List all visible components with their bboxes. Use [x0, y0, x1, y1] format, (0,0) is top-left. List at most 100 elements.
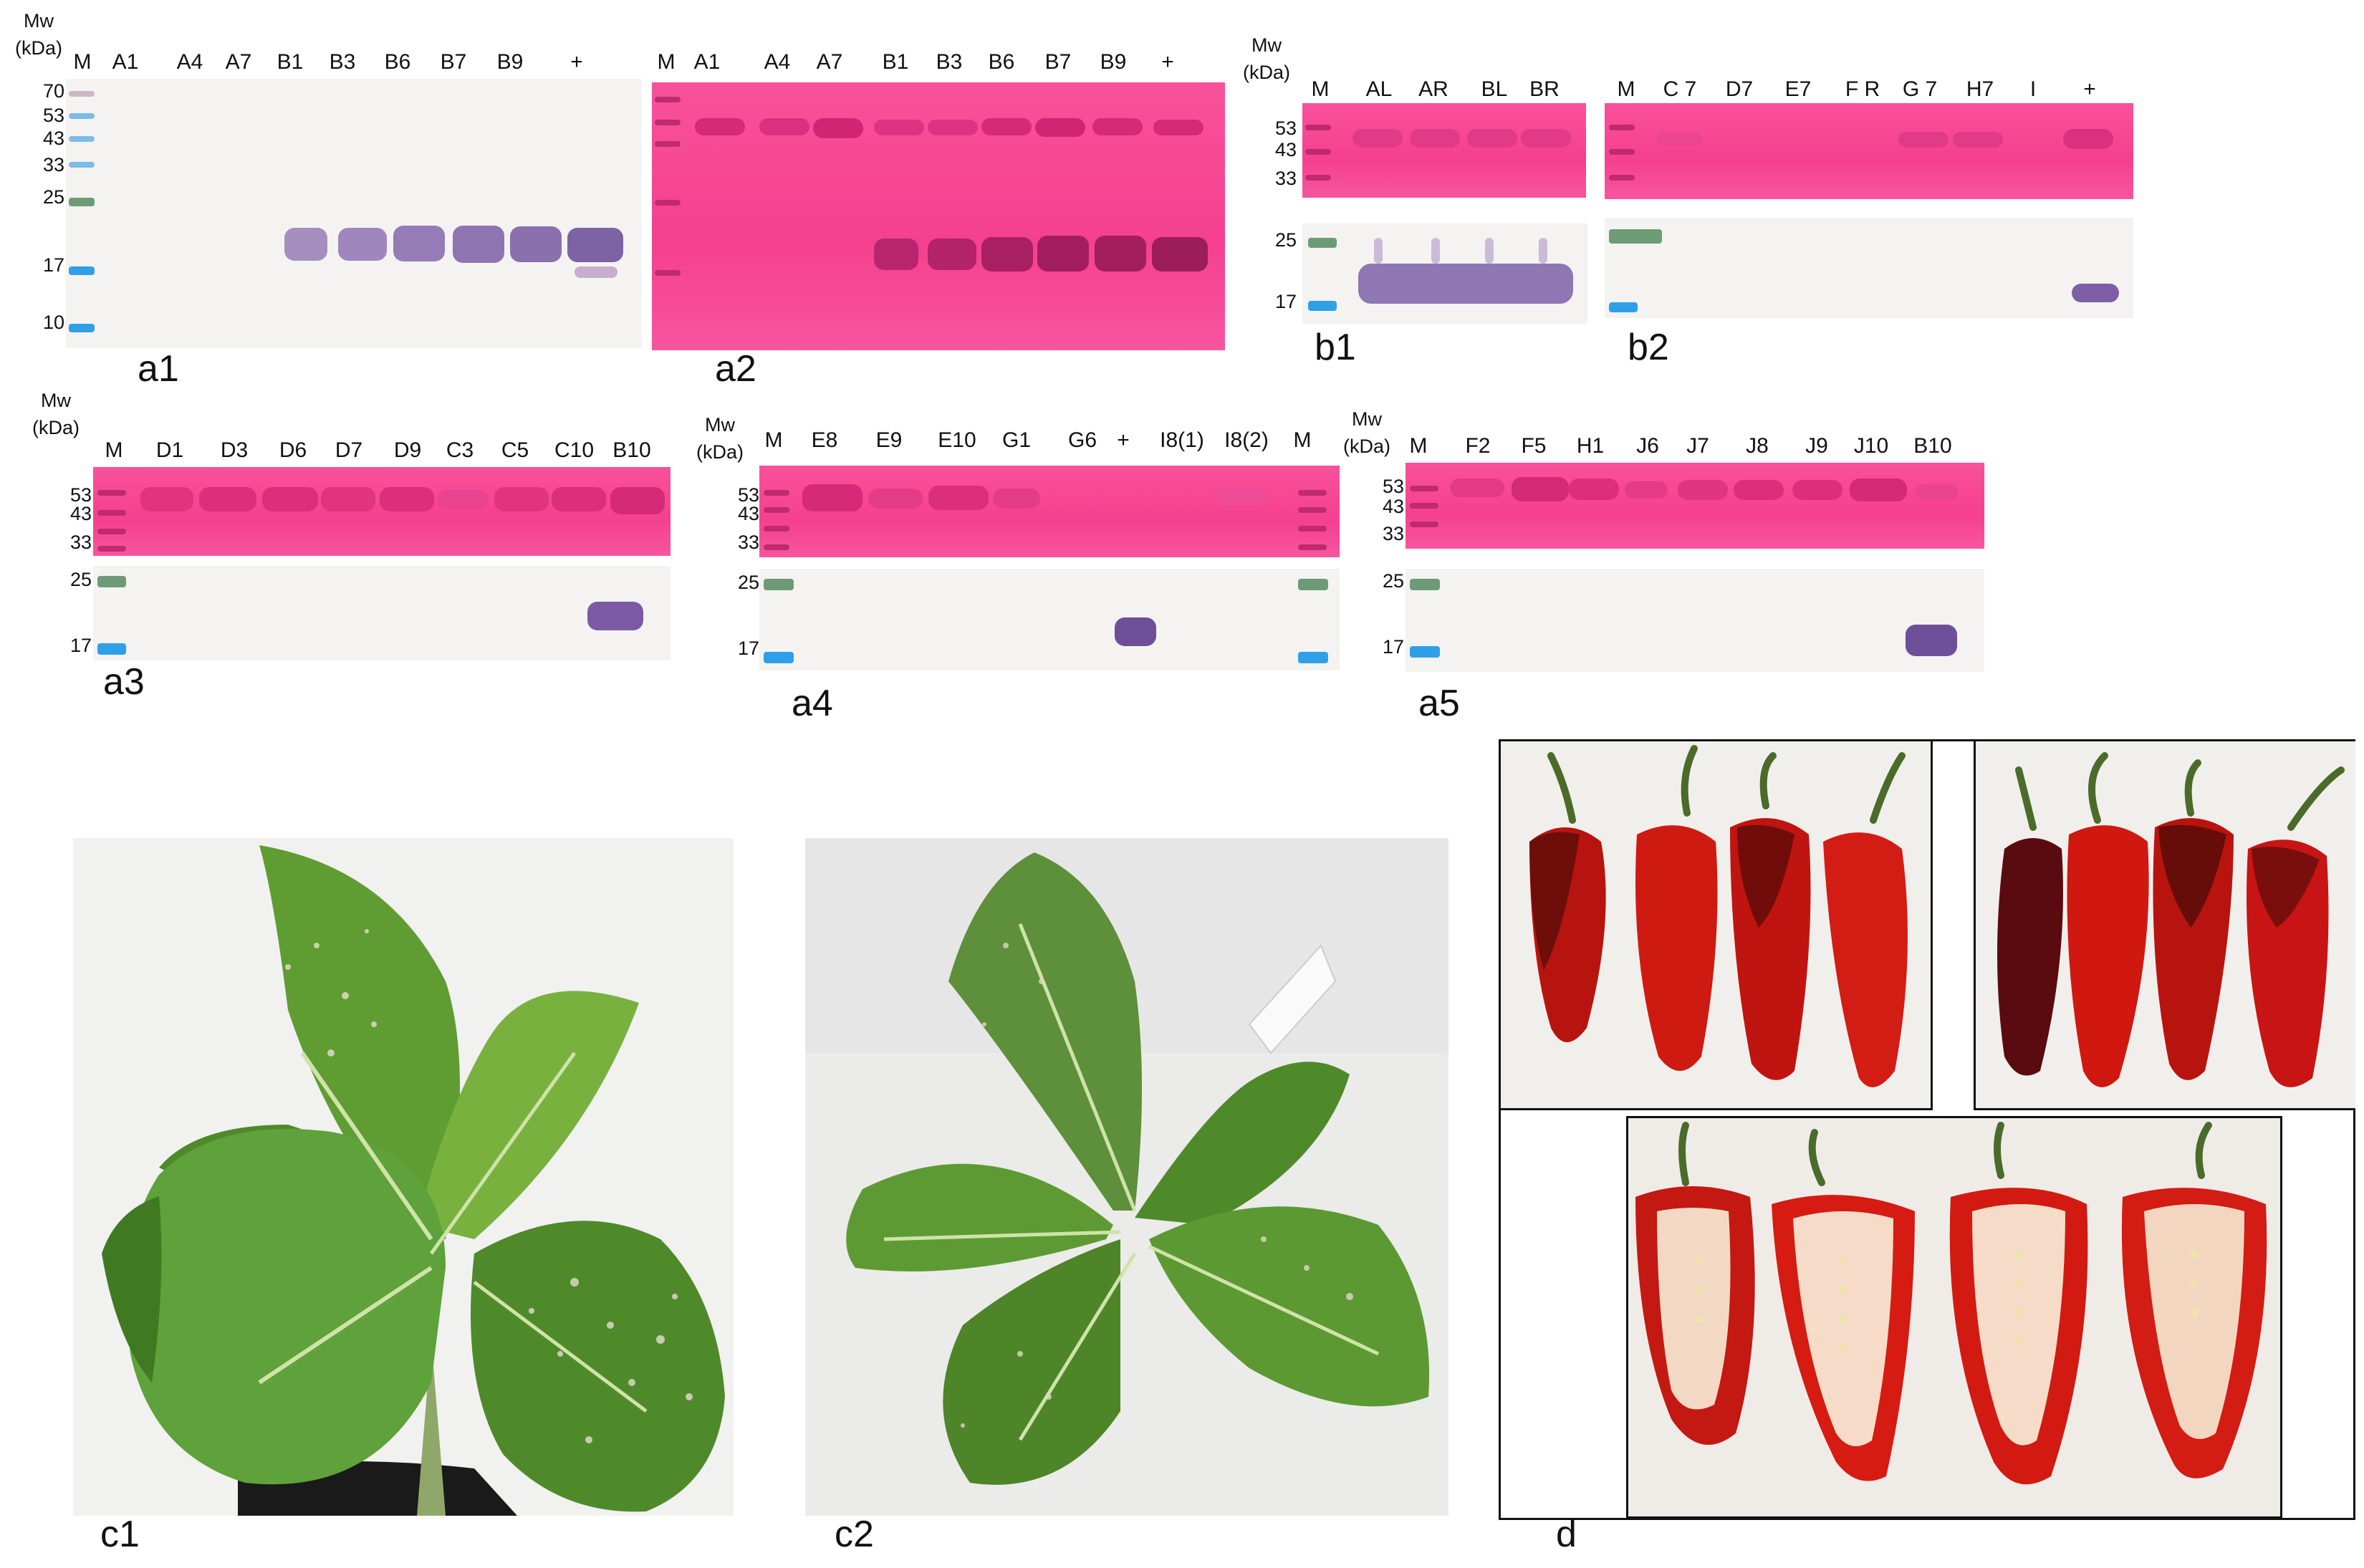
lane-label: E10: [938, 428, 976, 452]
panel-label-a5: a5: [1418, 683, 1460, 724]
lane-label: C3: [446, 438, 474, 462]
blot-a4-bottom: [759, 569, 1340, 670]
tick-label: 43: [1382, 496, 1404, 517]
lane-label: H7: [1966, 77, 1994, 101]
lane-label: H1: [1576, 434, 1605, 458]
ticks-a5-top: 53 43 33: [1354, 473, 1404, 552]
plant-photo-c2: [805, 838, 1448, 1516]
lane-label: B3: [329, 50, 356, 74]
tick-label: 17: [42, 254, 64, 276]
lane-label: BL: [1481, 77, 1508, 101]
mw-label: Mw (kDa): [15, 10, 62, 59]
panel-label-b1: b1: [1315, 327, 1356, 368]
lane-label: B9: [496, 50, 524, 74]
lane-label: M: [73, 50, 92, 74]
tick-label: 25: [1274, 229, 1297, 251]
blot-a3-bottom: [93, 566, 671, 660]
pepper-photo-top-left: [1501, 741, 1933, 1110]
tick-label: 53: [69, 484, 92, 506]
tick-label: 53: [737, 484, 759, 506]
panel-label-a3: a3: [103, 661, 145, 703]
lane-label: I8(1): [1160, 428, 1204, 452]
tick-label: 53: [1382, 476, 1404, 497]
tick-label: 43: [69, 503, 92, 524]
tick-label: 43: [737, 503, 759, 524]
mw-label: Mw (kDa): [1343, 408, 1390, 457]
ticks-b1-top: 53 43 33: [1246, 113, 1297, 199]
lane-label: D7: [1725, 77, 1754, 101]
ticks-b1-bottom: 25 17: [1246, 228, 1297, 314]
tick-label: 10: [42, 312, 64, 333]
blot-a3-top: [93, 467, 671, 556]
lane-label: B6: [384, 50, 411, 74]
ticks-a1: 70 53 43 33 25 17 10: [14, 79, 64, 351]
lane-label: C 7: [1663, 77, 1697, 101]
lane-labels-b2: M C 7 D7 E7 F R G 7 H7 I +: [1608, 77, 2138, 106]
panel-label-b2: b2: [1628, 327, 1669, 368]
tick-label: 25: [737, 572, 759, 593]
tick-label: 53: [42, 105, 64, 126]
pepper-photo-bottom-cut: [1626, 1116, 2282, 1519]
lane-labels-a5: M F2 F5 H1 J6 J7 J8 J9 J10 B10: [1404, 434, 1977, 463]
panel-label-a4: a4: [792, 683, 833, 724]
panel-label-c1: c1: [100, 1514, 140, 1555]
tick-label: 43: [1274, 139, 1297, 160]
blot-a2: [652, 82, 1225, 350]
lane-label: J8: [1746, 434, 1769, 458]
panel-label-d: d: [1556, 1514, 1577, 1555]
lane-label: I8(2): [1224, 428, 1269, 452]
lane-label: J10: [1853, 434, 1889, 458]
panel-label-a1: a1: [138, 348, 179, 390]
lane-label: B9: [1100, 50, 1127, 74]
tick-label: 25: [69, 569, 92, 590]
lane-label: AL: [1365, 77, 1393, 101]
tick-label: 33: [69, 532, 92, 553]
lane-label: A4: [176, 50, 203, 74]
lane-label: +: [1117, 428, 1130, 452]
lane-label: BR: [1529, 77, 1560, 101]
lane-label: A1: [693, 50, 721, 74]
tick-label: 43: [42, 128, 64, 149]
lane-label: M: [1409, 434, 1428, 458]
peppers-image-1: [1501, 741, 1931, 1108]
blot-a1: [66, 79, 642, 348]
lane-labels-a1: M A1 A4 A7 B1 B3 B6 B7 B9 +: [64, 50, 645, 79]
lane-label: C10: [554, 438, 595, 462]
lane-label: C5: [501, 438, 529, 462]
lane-label: D7: [335, 438, 363, 462]
lane-label: D1: [155, 438, 184, 462]
lane-label: M: [105, 438, 123, 462]
blot-b1-bottom: [1302, 223, 1587, 324]
tick-label: 53: [1274, 117, 1297, 139]
tick-label: 17: [69, 635, 92, 656]
panel-label-a2: a2: [715, 348, 756, 390]
mw-label: Mw (kDa): [32, 390, 80, 438]
lane-labels-a2: M A1 A4 A7 B1 B3 B6 B7 B9 +: [648, 50, 1229, 79]
lane-labels-a3: M D1 D3 D6 D7 D9 C3 C5 C10 B10: [96, 438, 669, 467]
tick-label: 25: [42, 186, 64, 208]
ticks-a5-bottom: 25 17: [1354, 567, 1404, 668]
ticks-a4-top: 53 43 33: [702, 481, 759, 560]
lane-label: G 7: [1902, 77, 1938, 101]
tick-label: 25: [1382, 570, 1404, 592]
lane-label: J7: [1686, 434, 1709, 458]
blot-a5-bottom: [1406, 569, 1984, 672]
lane-label: B10: [612, 438, 651, 462]
tick-label: 17: [737, 638, 759, 659]
lane-label: M: [1293, 428, 1312, 452]
ticks-a3-top: 53 43 33: [39, 481, 92, 560]
lane-label: A4: [764, 50, 791, 74]
lane-label: E9: [875, 428, 903, 452]
lane-label: D3: [220, 438, 249, 462]
peppers-image-2: [1976, 741, 2355, 1108]
blot-a5-top: [1406, 463, 1984, 549]
lane-label: B6: [988, 50, 1015, 74]
lane-labels-b1: M AL AR BL BR: [1302, 77, 1589, 106]
pepper-panel-frame: [1499, 739, 2355, 1520]
mw-label: Mw (kDa): [696, 414, 744, 463]
blot-b2-top: [1605, 103, 2133, 199]
lane-label: +: [570, 50, 583, 74]
mw-label: Mw (kDa): [1243, 34, 1290, 83]
lane-label: B7: [440, 50, 467, 74]
peppers-cut-image: [1628, 1118, 2280, 1516]
